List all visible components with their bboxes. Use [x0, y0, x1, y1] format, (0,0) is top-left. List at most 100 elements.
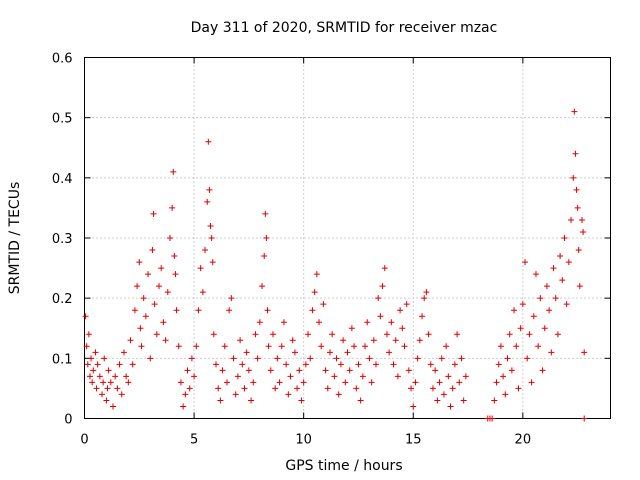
y-tick-label: 0.5 — [52, 112, 73, 127]
x-tick-label: 5 — [190, 433, 198, 448]
data-point — [419, 313, 426, 320]
data-point — [423, 289, 430, 296]
data-point — [329, 331, 336, 338]
data-point — [432, 367, 439, 374]
data-point — [149, 247, 156, 254]
data-point — [93, 385, 100, 392]
data-point — [92, 349, 99, 356]
data-point — [193, 343, 200, 350]
data-point — [207, 222, 214, 229]
x-tick-label: 10 — [295, 433, 312, 448]
data-point — [261, 253, 268, 260]
data-point — [138, 343, 145, 350]
data-point — [372, 361, 379, 368]
data-point — [99, 391, 106, 398]
data-point — [397, 307, 404, 314]
data-point — [322, 367, 329, 374]
data-point — [571, 108, 578, 115]
data-point — [421, 295, 428, 302]
data-point — [164, 289, 171, 296]
data-point — [399, 325, 406, 332]
data-point — [153, 331, 160, 338]
data-point — [405, 367, 412, 374]
data-point — [175, 343, 182, 350]
data-point — [364, 319, 371, 326]
chart-title: Day 311 of 2020, SRMTID for receiver mza… — [191, 20, 498, 36]
data-point — [528, 379, 535, 386]
data-point — [294, 385, 301, 392]
data-point — [535, 343, 542, 350]
data-point — [109, 403, 116, 410]
data-point — [513, 343, 520, 350]
y-tick-label: 0.2 — [52, 292, 73, 307]
data-point — [88, 355, 95, 362]
data-point — [408, 385, 415, 392]
data-point — [151, 301, 158, 308]
data-point — [94, 361, 101, 368]
data-point — [127, 337, 134, 344]
data-point — [506, 331, 513, 338]
data-point — [348, 325, 355, 332]
data-point — [368, 379, 375, 386]
data-point — [129, 361, 136, 368]
data-point — [107, 379, 114, 386]
data-point — [125, 379, 132, 386]
data-point — [524, 355, 531, 362]
data-point — [219, 367, 226, 374]
data-point — [280, 319, 287, 326]
data-point — [245, 367, 252, 374]
data-point — [581, 415, 588, 422]
data-point — [296, 367, 303, 374]
data-point — [458, 355, 465, 362]
data-point — [232, 391, 239, 398]
data-point — [256, 319, 263, 326]
data-point — [221, 343, 228, 350]
y-tick-label: 0.4 — [52, 172, 73, 187]
data-point — [86, 373, 93, 380]
data-point — [150, 210, 157, 217]
data-point — [158, 265, 165, 272]
data-point — [298, 397, 305, 404]
data-point — [142, 313, 149, 320]
data-point — [254, 355, 261, 362]
data-point — [309, 307, 316, 314]
data-point — [147, 355, 154, 362]
data-point — [156, 283, 163, 290]
data-point — [563, 301, 570, 308]
data-point — [180, 403, 187, 410]
data-point — [131, 307, 138, 314]
data-point — [265, 343, 272, 350]
data-point — [454, 331, 461, 338]
data-point — [541, 325, 548, 332]
data-point — [145, 271, 152, 278]
data-point — [456, 379, 463, 386]
data-point — [140, 295, 147, 302]
data-point — [427, 361, 434, 368]
data-point — [575, 247, 582, 254]
data-point — [335, 391, 342, 398]
data-point — [383, 331, 390, 338]
data-point — [548, 349, 555, 356]
data-point — [546, 307, 553, 314]
y-axis-label: SRMTID / TECUs — [7, 182, 23, 295]
data-point — [114, 385, 121, 392]
data-point — [82, 313, 89, 320]
data-point — [204, 198, 211, 205]
data-point — [103, 397, 110, 404]
data-point — [495, 361, 502, 368]
data-point — [386, 349, 393, 356]
data-point — [425, 331, 432, 338]
data-point — [342, 379, 349, 386]
data-point — [502, 391, 509, 398]
y-tick-label: 0 — [64, 413, 72, 428]
data-point — [197, 265, 204, 272]
data-point — [434, 397, 441, 404]
data-point — [491, 397, 498, 404]
data-point — [381, 265, 388, 272]
data-point — [123, 373, 130, 380]
data-point — [199, 289, 206, 296]
data-point — [530, 313, 537, 320]
data-point — [392, 337, 399, 344]
data-point — [554, 331, 561, 338]
